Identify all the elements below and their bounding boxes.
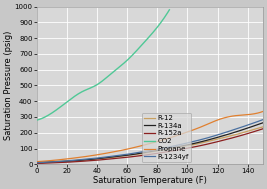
- Legend: R-12, R-134a, R-152a, CO2, Propane, R-1234yf: R-12, R-134a, R-152a, CO2, Propane, R-12…: [142, 113, 191, 162]
- Y-axis label: Saturation Pressure (psig): Saturation Pressure (psig): [4, 31, 13, 140]
- X-axis label: Saturation Temperature (F): Saturation Temperature (F): [93, 176, 207, 185]
